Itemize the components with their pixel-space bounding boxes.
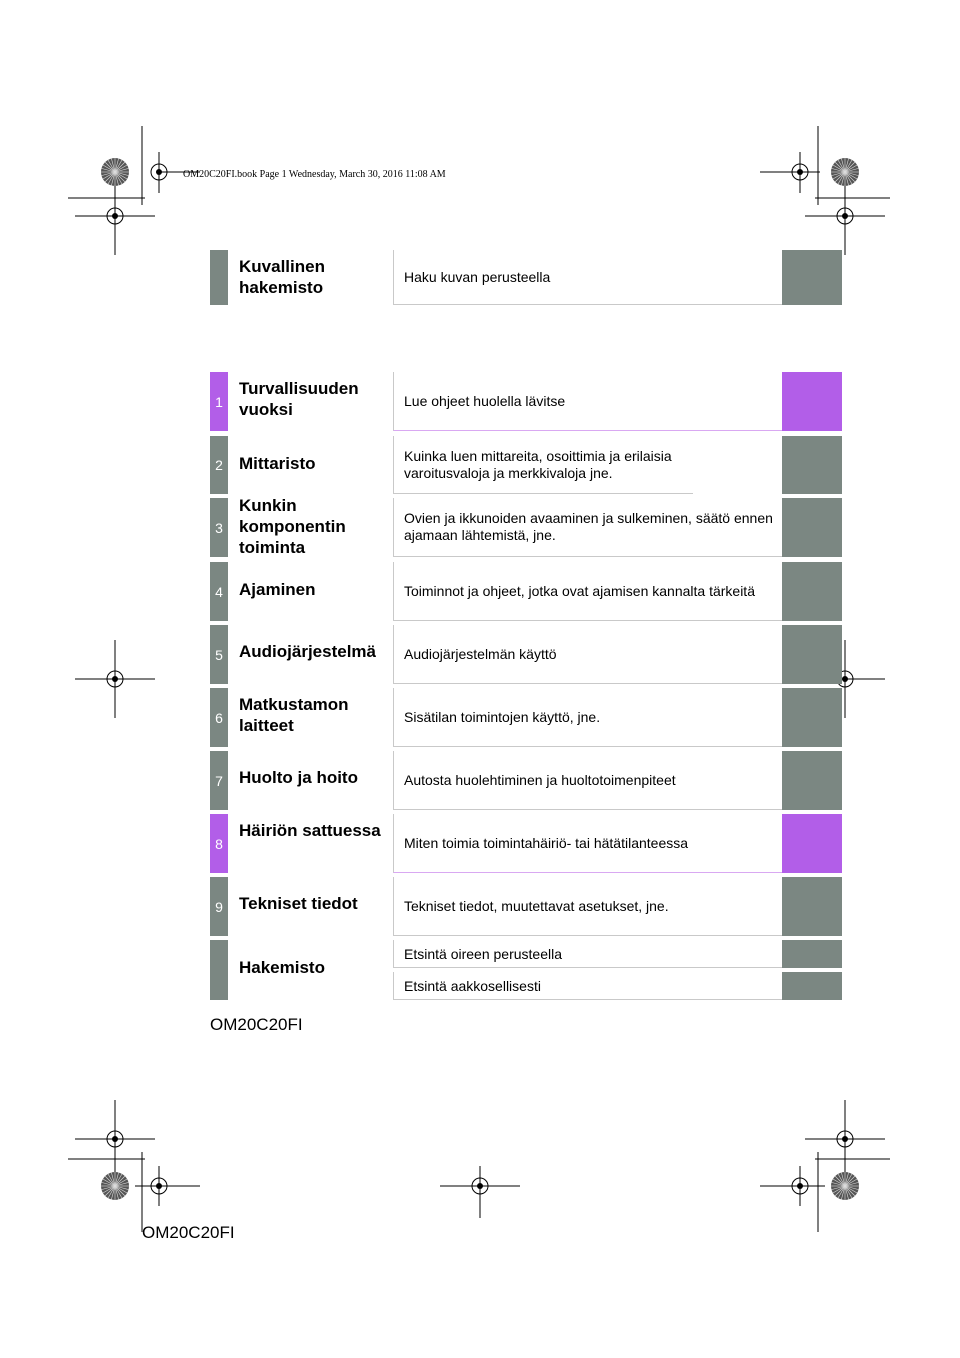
section-number: 6 — [210, 688, 228, 747]
section-description: Toiminnot ja ohjeet, jotka ovat ajamisen… — [393, 562, 782, 621]
section-row[interactable]: 3 Kunkin komponentin toiminta Ovien ja i… — [210, 496, 842, 557]
section-number: 4 — [210, 562, 228, 621]
section-number: 3 — [210, 498, 228, 557]
index-link-alphabetical[interactable]: Etsintä aakkosellisesti — [393, 972, 782, 1000]
section-title: Häiriön sattuessa — [239, 821, 381, 840]
index-title: Hakemisto — [239, 958, 325, 977]
section-row[interactable]: 4 Ajaminen Toiminnot ja ohjeet, jotka ov… — [210, 562, 842, 621]
section-number: 5 — [210, 625, 228, 684]
section-description: Miten toimia toimintahäiriö- tai hätätil… — [393, 814, 782, 873]
section-tab[interactable] — [782, 625, 842, 684]
section-tab[interactable] — [782, 814, 842, 873]
book-header-line: OM20C20FI.book Page 1 Wednesday, March 3… — [183, 169, 446, 180]
section-number: 8 — [210, 814, 228, 873]
section-number: 2 — [210, 436, 228, 494]
section-tab[interactable] — [782, 498, 842, 557]
index-tab-alphabetical[interactable] — [782, 972, 842, 1000]
section-title: Kuvallinen hakemisto — [239, 257, 325, 297]
section-description: Sisätilan toimintojen käyttö, jne. — [393, 688, 782, 747]
section-row[interactable]: 2 Mittaristo Kuinka luen mittareita, oso… — [210, 436, 842, 494]
index-link-symptom[interactable]: Etsintä oireen perusteella — [393, 940, 782, 968]
section-title: Matkustamon laitteet — [239, 695, 349, 735]
section-row[interactable]: 8 Häiriön sattuessa Miten toimia toimint… — [210, 814, 842, 873]
section-number — [210, 250, 228, 305]
section-tab[interactable] — [782, 562, 842, 621]
section-tab[interactable] — [782, 250, 842, 305]
section-description: Ovien ja ikkunoiden avaaminen ja sulkemi… — [393, 498, 782, 557]
index-tab-symptom[interactable] — [782, 940, 842, 968]
section-row[interactable]: 5 Audiojärjestelmä Audiojärjestelmän käy… — [210, 625, 842, 684]
section-title: Ajaminen — [239, 580, 316, 599]
section-title: Audiojärjestelmä — [239, 642, 376, 661]
section-tab[interactable] — [782, 372, 842, 431]
section-tab[interactable] — [782, 688, 842, 747]
section-row[interactable]: 6 Matkustamon laitteet Sisätilan toimint… — [210, 688, 842, 747]
section-tab[interactable] — [782, 436, 842, 494]
index-number-bar — [210, 940, 228, 1000]
section-number: 9 — [210, 877, 228, 936]
manual-code-lower: OM20C20FI — [142, 1223, 235, 1242]
section-title: Kunkin komponentin toiminta — [239, 496, 346, 557]
section-description: Tekniset tiedot, muutettavat asetukset, … — [393, 877, 782, 936]
section-title: Huolto ja hoito — [239, 768, 358, 787]
section-row[interactable]: Kuvallinen hakemisto Haku kuvan perustee… — [210, 250, 842, 305]
section-number: 7 — [210, 751, 228, 810]
section-row[interactable]: 1 Turvallisuuden vuoksi Lue ohjeet huole… — [210, 372, 842, 431]
section-row[interactable]: 7 Huolto ja hoito Autosta huolehtiminen … — [210, 751, 842, 810]
section-description: Kuinka luen mittareita, osoittimia ja er… — [393, 436, 693, 494]
section-number: 1 — [210, 372, 228, 431]
section-title: Tekniset tiedot — [239, 894, 358, 913]
section-tab[interactable] — [782, 877, 842, 936]
section-description: Audiojärjestelmän käyttö — [393, 625, 782, 684]
section-tab[interactable] — [782, 751, 842, 810]
section-row[interactable]: 9 Tekniset tiedot Tekniset tiedot, muute… — [210, 877, 842, 936]
manual-code-upper: OM20C20FI — [210, 1015, 303, 1034]
section-description: Lue ohjeet huolella lävitse — [393, 372, 782, 431]
section-title: Mittaristo — [239, 454, 316, 473]
section-description: Haku kuvan perusteella — [393, 250, 782, 305]
section-description: Autosta huolehtiminen ja huoltotoimenpit… — [393, 751, 782, 810]
section-title: Turvallisuuden vuoksi — [239, 379, 359, 419]
